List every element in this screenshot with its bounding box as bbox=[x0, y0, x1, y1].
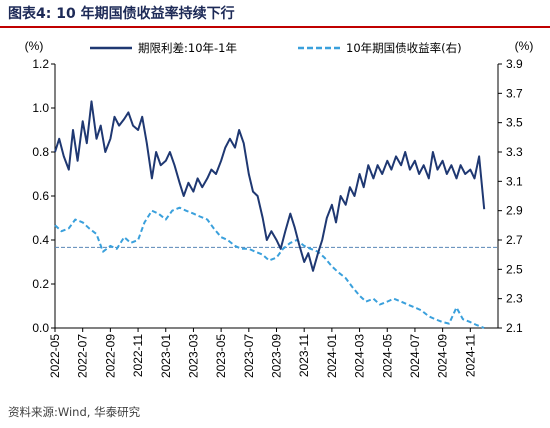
x-tick-label: 2023-07 bbox=[242, 334, 256, 378]
x-tick-label: 2024-09 bbox=[436, 334, 450, 378]
x-tick-label: 2023-03 bbox=[186, 334, 200, 378]
series-line-0 bbox=[54, 100, 486, 272]
right-tick-label: 2.1 bbox=[506, 321, 523, 335]
right-tick-label: 2.7 bbox=[506, 233, 523, 247]
left-axis-unit: (%) bbox=[25, 39, 44, 53]
x-tick-label: 2024-01 bbox=[325, 334, 339, 378]
right-tick-label: 3.5 bbox=[506, 116, 523, 130]
left-tick-label: 0.4 bbox=[32, 233, 49, 247]
plot-area bbox=[54, 100, 498, 329]
legend-label-0: 期限利差:10年-1年 bbox=[138, 41, 237, 55]
x-tick-label: 2023-01 bbox=[159, 334, 173, 378]
left-tick-label: 1.0 bbox=[32, 101, 49, 115]
left-tick-label: 0.2 bbox=[32, 277, 49, 291]
right-tick-label: 3.3 bbox=[506, 145, 523, 159]
right-axis-unit: (%) bbox=[515, 39, 534, 53]
right-tick-label: 3.1 bbox=[506, 174, 523, 188]
right-tick-label: 2.9 bbox=[506, 204, 523, 218]
x-tick-label: 2023-11 bbox=[297, 334, 311, 377]
left-tick-label: 0.6 bbox=[32, 189, 49, 203]
x-tick-label: 2023-05 bbox=[214, 334, 228, 378]
x-tick-label: 2024-05 bbox=[380, 334, 394, 378]
x-tick-label: 2022-09 bbox=[103, 334, 117, 378]
legend: 期限利差:10年-1年 10年期国债收益率(右) bbox=[90, 41, 462, 55]
axes: 0.0 0.2 0.4 0.6 0.8 1.0 1.2 2.1 2.3 2.5 2.7 2.9 3.1 3… bbox=[32, 57, 523, 378]
x-tick-label: 2022-11 bbox=[131, 334, 145, 377]
x-tick-label: 2024-07 bbox=[408, 334, 422, 378]
x-tick-label: 2024-11 bbox=[463, 334, 477, 377]
left-tick-label: 1.2 bbox=[32, 57, 49, 71]
x-tick-label: 2022-05 bbox=[48, 334, 62, 378]
right-tick-label: 2.5 bbox=[506, 262, 523, 276]
source-note: 资料来源:Wind, 华泰研究 bbox=[8, 405, 141, 419]
series-line-1 bbox=[54, 206, 485, 329]
left-tick-label: 0.0 bbox=[32, 321, 49, 335]
chart-title: 图表4: 10 年期国债收益率持续下行 bbox=[8, 6, 235, 22]
right-tick-label: 3.7 bbox=[506, 86, 523, 100]
right-tick-label: 3.9 bbox=[506, 57, 523, 71]
left-tick-label: 0.8 bbox=[32, 145, 49, 159]
right-tick-label: 2.3 bbox=[506, 292, 523, 306]
legend-label-1: 10年期国债收益率(右) bbox=[346, 41, 462, 55]
x-tick-label: 2024-03 bbox=[353, 334, 367, 378]
x-tick-label: 2022-07 bbox=[76, 334, 90, 378]
title-divider bbox=[0, 26, 550, 28]
x-tick-label: 2023-09 bbox=[270, 334, 284, 378]
chart: 0.0 0.2 0.4 0.6 0.8 1.0 1.2 2.1 2.3 2.5 2.7 2.9 3.1 3… bbox=[25, 39, 534, 378]
